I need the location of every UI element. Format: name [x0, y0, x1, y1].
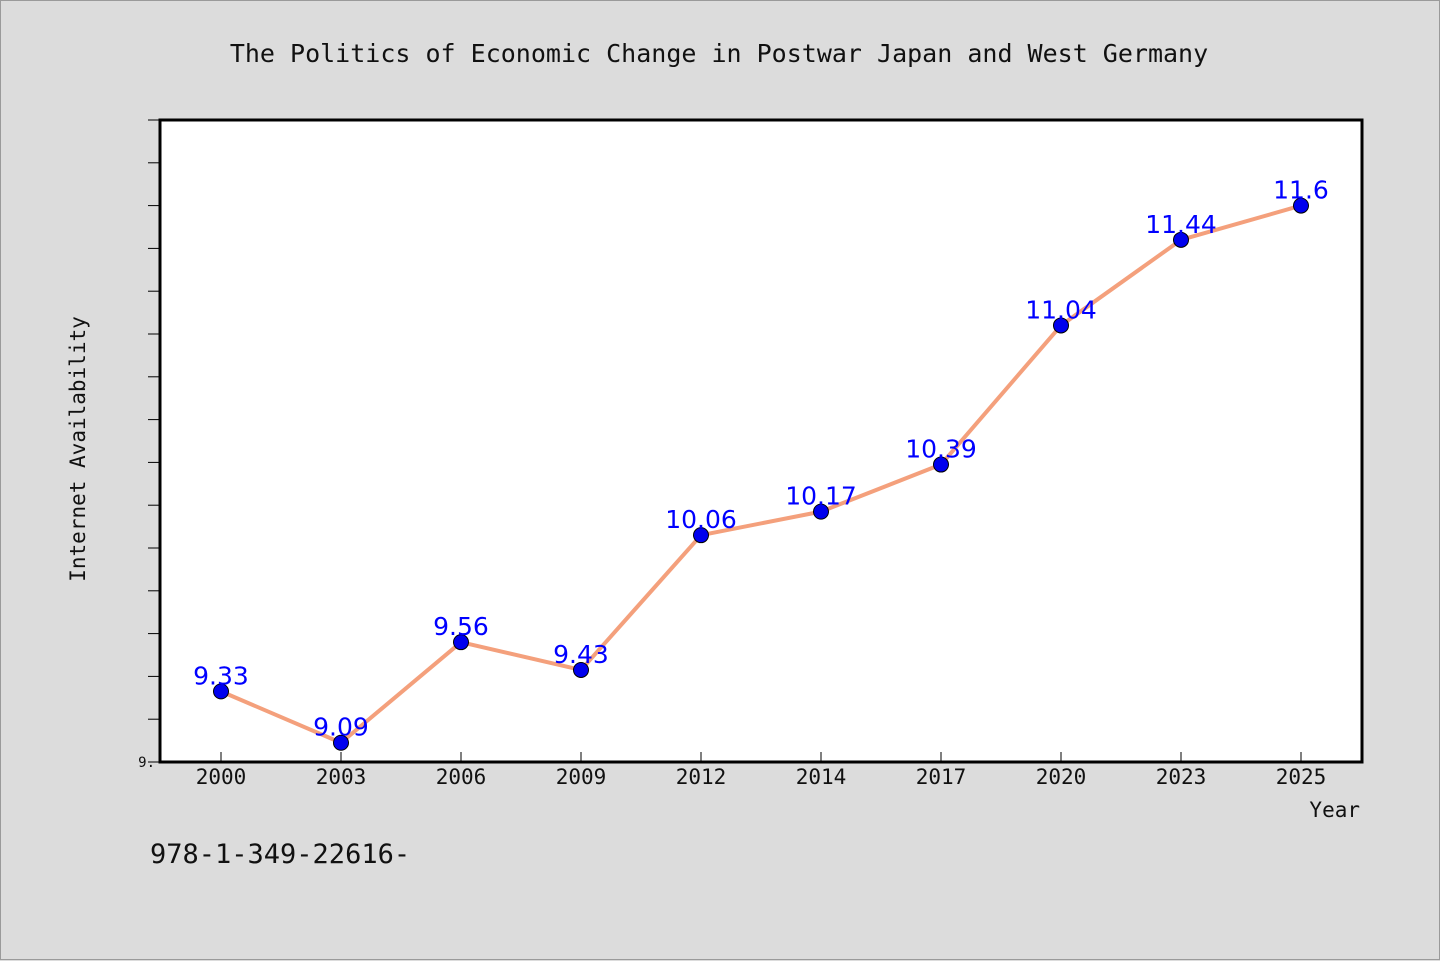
- x-tick-label: 2014: [796, 765, 847, 789]
- x-tick-label: 2020: [1036, 765, 1087, 789]
- data-label: 9.56: [433, 612, 489, 641]
- data-label: 11.44: [1145, 210, 1217, 239]
- isbn-footer-text: 978-1-349-22616-: [150, 839, 410, 870]
- x-axis-title: Year: [1309, 798, 1360, 822]
- y-axis-ticks: [148, 119, 160, 763]
- x-axis-ticks: [220, 752, 1302, 762]
- x-tick-label: 2025: [1276, 765, 1327, 789]
- data-label: 10.17: [785, 482, 857, 511]
- y-axis-title: Internet Availability: [66, 316, 90, 582]
- data-point: [333, 734, 349, 751]
- x-tick-label: 2023: [1156, 765, 1207, 789]
- x-tick-label: 2017: [916, 765, 967, 789]
- x-tick-label: 2009: [556, 765, 607, 789]
- data-label: 10.06: [665, 505, 737, 534]
- data-point: [1293, 197, 1309, 214]
- x-tick-label: 2003: [316, 765, 367, 789]
- chart-title: The Politics of Economic Change in Postw…: [230, 39, 1208, 68]
- data-point: [453, 634, 469, 651]
- data-point: [213, 683, 229, 700]
- y-tick-label: 9.: [138, 755, 155, 771]
- data-point: [933, 456, 949, 473]
- x-axis-tick-labels: 2000 2003 2006 2009 2012 2014 2017 2020 2023 2025: [196, 765, 1327, 789]
- x-tick-label: 2006: [436, 765, 487, 789]
- data-point: [813, 503, 829, 520]
- x-tick-label: 2000: [196, 765, 247, 789]
- plot-area: [158, 118, 1364, 764]
- x-tick-label: 2012: [676, 765, 727, 789]
- data-labels: 9.33 9.09 9.56 9.43 10.06 10.17 10.39 11.04 11.4…: [193, 176, 1329, 742]
- data-label: 11.6: [1273, 176, 1329, 205]
- data-label: 11.04: [1025, 295, 1097, 324]
- data-point: [693, 527, 709, 544]
- data-markers: [213, 197, 1309, 751]
- data-label: 9.43: [553, 640, 609, 669]
- data-point: [1173, 231, 1189, 248]
- data-point: [573, 661, 589, 678]
- y-axis-tick-labels: 9.: [138, 755, 155, 771]
- series-line: [220, 203, 1302, 745]
- data-point: [1053, 317, 1069, 334]
- data-label: 9.33: [193, 661, 249, 690]
- data-label: 9.09: [313, 713, 369, 742]
- data-label: 10.39: [905, 435, 977, 464]
